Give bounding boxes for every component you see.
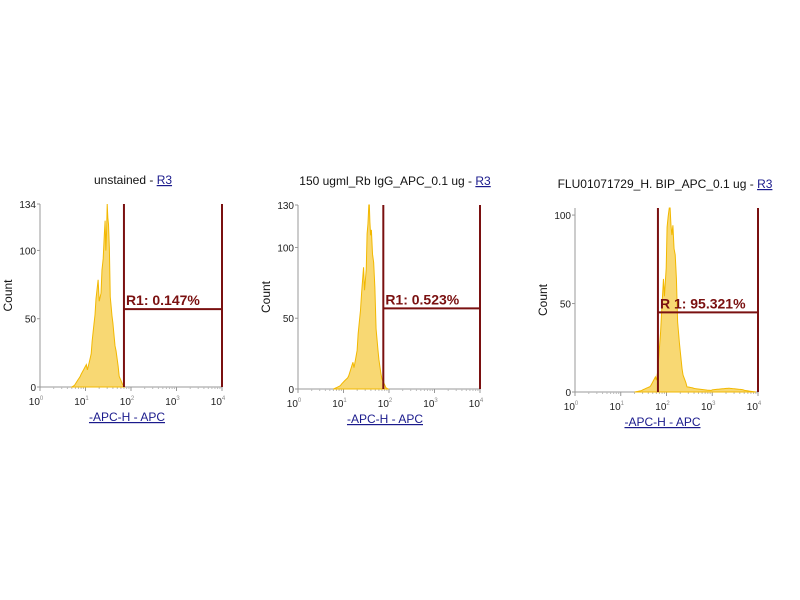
x-tick-label: 102 bbox=[655, 401, 670, 413]
x-tick-exponent: 3 bbox=[712, 401, 716, 407]
x-tick-exponent: 0 bbox=[298, 398, 302, 404]
y-tick-label: 100 bbox=[554, 211, 571, 222]
x-tick-label: 101 bbox=[332, 398, 347, 410]
x-tick-exponent: 2 bbox=[389, 398, 393, 404]
chart-title: unstained - R3 bbox=[94, 173, 172, 187]
y-axis-label: Count bbox=[536, 283, 550, 316]
x-tick-base: 10 bbox=[655, 402, 667, 413]
x-tick-exponent: 3 bbox=[434, 398, 438, 404]
y-tick-label: 0 bbox=[30, 383, 36, 394]
x-tick-base: 10 bbox=[423, 399, 435, 410]
y-tick-label: 130 bbox=[277, 201, 294, 212]
x-tick-base: 10 bbox=[564, 402, 576, 413]
x-tick-exponent: 1 bbox=[621, 401, 625, 407]
x-tick-label: 104 bbox=[469, 398, 484, 410]
x-tick-label: 102 bbox=[120, 396, 135, 408]
x-tick-base: 10 bbox=[332, 399, 344, 410]
chart-title: 150 ugml_Rb IgG_APC_0.1 ug - R3 bbox=[299, 174, 491, 188]
x-tick-exponent: 2 bbox=[666, 401, 670, 407]
x-tick-exponent: 0 bbox=[40, 396, 44, 402]
x-tick-label: 104 bbox=[211, 396, 226, 408]
y-tick-label: 0 bbox=[288, 385, 294, 396]
chart-title-link[interactable]: R3 bbox=[757, 177, 773, 191]
gate-label: R 1: 95.321% bbox=[660, 295, 746, 311]
gate-label: R1: 0.147% bbox=[126, 292, 200, 308]
x-tick-base: 10 bbox=[211, 397, 223, 408]
x-axis-label[interactable]: -APC-H - APC bbox=[624, 415, 700, 429]
y-axis-label: Count bbox=[1, 279, 15, 312]
x-tick-base: 10 bbox=[701, 402, 713, 413]
x-tick-label: 104 bbox=[747, 401, 762, 413]
x-tick-base: 10 bbox=[287, 399, 299, 410]
x-tick-base: 10 bbox=[610, 402, 622, 413]
x-axis-label[interactable]: -APC-H - APC bbox=[347, 412, 423, 426]
x-tick-base: 10 bbox=[120, 397, 132, 408]
gate-label: R1: 0.523% bbox=[385, 291, 459, 307]
x-tick-base: 10 bbox=[74, 397, 86, 408]
y-tick-label: 50 bbox=[25, 315, 37, 326]
x-tick-exponent: 1 bbox=[343, 398, 347, 404]
histogram-panel-3: FLU01071729_H. BIP_APC_0.1 ug - R3050100… bbox=[536, 177, 773, 429]
x-tick-base: 10 bbox=[469, 399, 481, 410]
chart-title-text: 150 ugml_Rb IgG_APC_0.1 ug - bbox=[299, 174, 475, 188]
x-tick-label: 101 bbox=[610, 401, 625, 413]
y-tick-label: 0 bbox=[565, 388, 571, 399]
chart-title: FLU01071729_H. BIP_APC_0.1 ug - R3 bbox=[558, 177, 773, 191]
chart-title-link[interactable]: R3 bbox=[157, 173, 173, 187]
x-tick-label: 103 bbox=[165, 396, 180, 408]
histogram-series bbox=[333, 204, 390, 390]
x-tick-exponent: 4 bbox=[758, 401, 762, 407]
x-tick-exponent: 4 bbox=[480, 398, 484, 404]
x-tick-exponent: 0 bbox=[575, 401, 579, 407]
chart-title-link[interactable]: R3 bbox=[475, 174, 491, 188]
x-tick-exponent: 1 bbox=[85, 396, 89, 402]
x-tick-label: 100 bbox=[564, 401, 579, 413]
x-tick-label: 100 bbox=[287, 398, 302, 410]
y-tick-label: 50 bbox=[283, 314, 295, 325]
y-axis-label: Count bbox=[259, 280, 273, 313]
x-tick-exponent: 4 bbox=[222, 396, 226, 402]
x-tick-base: 10 bbox=[378, 399, 390, 410]
chart-title-text: FLU01071729_H. BIP_APC_0.1 ug - bbox=[558, 177, 757, 191]
histogram-series bbox=[70, 203, 126, 388]
histogram-panel-2: 150 ugml_Rb IgG_APC_0.1 ug - R3050100130… bbox=[259, 174, 491, 426]
x-tick-label: 100 bbox=[29, 396, 44, 408]
x-tick-label: 101 bbox=[74, 396, 89, 408]
y-tick-label: 100 bbox=[277, 243, 294, 254]
x-tick-exponent: 3 bbox=[176, 396, 180, 402]
x-tick-base: 10 bbox=[29, 397, 41, 408]
x-axis-label[interactable]: -APC-H - APC bbox=[89, 410, 165, 424]
y-tick-label: 134 bbox=[19, 200, 36, 211]
x-tick-label: 103 bbox=[423, 398, 438, 410]
x-tick-label: 102 bbox=[378, 398, 393, 410]
x-tick-label: 103 bbox=[701, 401, 716, 413]
y-tick-label: 100 bbox=[19, 246, 36, 257]
chart-title-text: unstained - bbox=[94, 173, 157, 187]
histogram-series bbox=[634, 207, 756, 393]
x-tick-base: 10 bbox=[747, 402, 759, 413]
x-tick-exponent: 2 bbox=[131, 396, 135, 402]
x-tick-base: 10 bbox=[165, 397, 177, 408]
y-tick-label: 50 bbox=[560, 300, 572, 311]
